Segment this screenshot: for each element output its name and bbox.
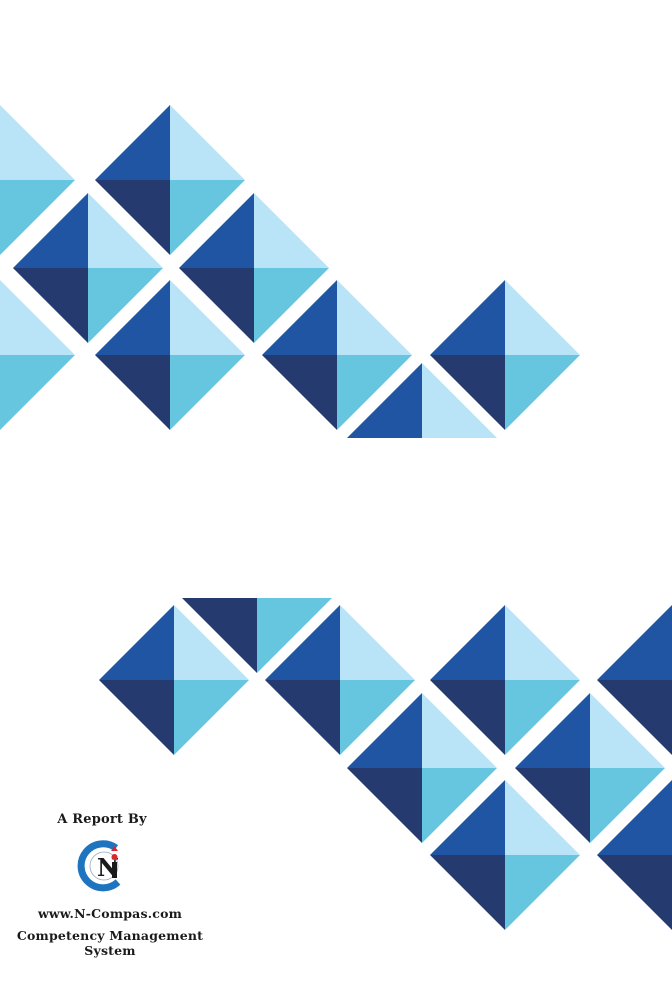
diamond-bl-12 [347,768,422,843]
diamond-tiles [0,105,672,930]
diamond-tr-7 [505,280,580,355]
diamond-tl-11 [597,605,672,680]
diamond-bl-5 [95,355,170,430]
diamond-bl-8 [99,680,174,755]
diamond-tr-3 [254,193,329,268]
tagline: Competency Management System [0,928,220,958]
n-compas-logo-icon: N [72,836,132,896]
diamond-tl-8 [99,605,174,680]
diamond-br-14 [505,855,580,930]
diamond-bl-14 [430,855,505,930]
diamond-bl-15 [597,855,672,930]
diamond-br-8 [174,680,249,755]
diamond-tr-10 [505,605,580,680]
diamond-br-4 [0,355,75,430]
diamond-tl-7 [430,280,505,355]
website-url: www.N-Compas.com [0,906,220,921]
diamond-tr-9 [340,605,415,680]
report-by-label: A Report By [0,812,204,827]
diamond-bl-6 [262,355,337,430]
diamond-tr-1 [170,105,245,180]
diamond-br-7 [505,355,580,430]
diamond-br-5 [170,355,245,430]
logo-figure-body [112,862,117,878]
diamond-tl-1 [95,105,170,180]
diamond-bl-9 [265,680,340,755]
diamond-tl-10 [430,605,505,680]
diamond-tr-6 [337,280,412,355]
logo-figure-head [112,854,118,860]
diamond-tr-0 [0,105,75,180]
